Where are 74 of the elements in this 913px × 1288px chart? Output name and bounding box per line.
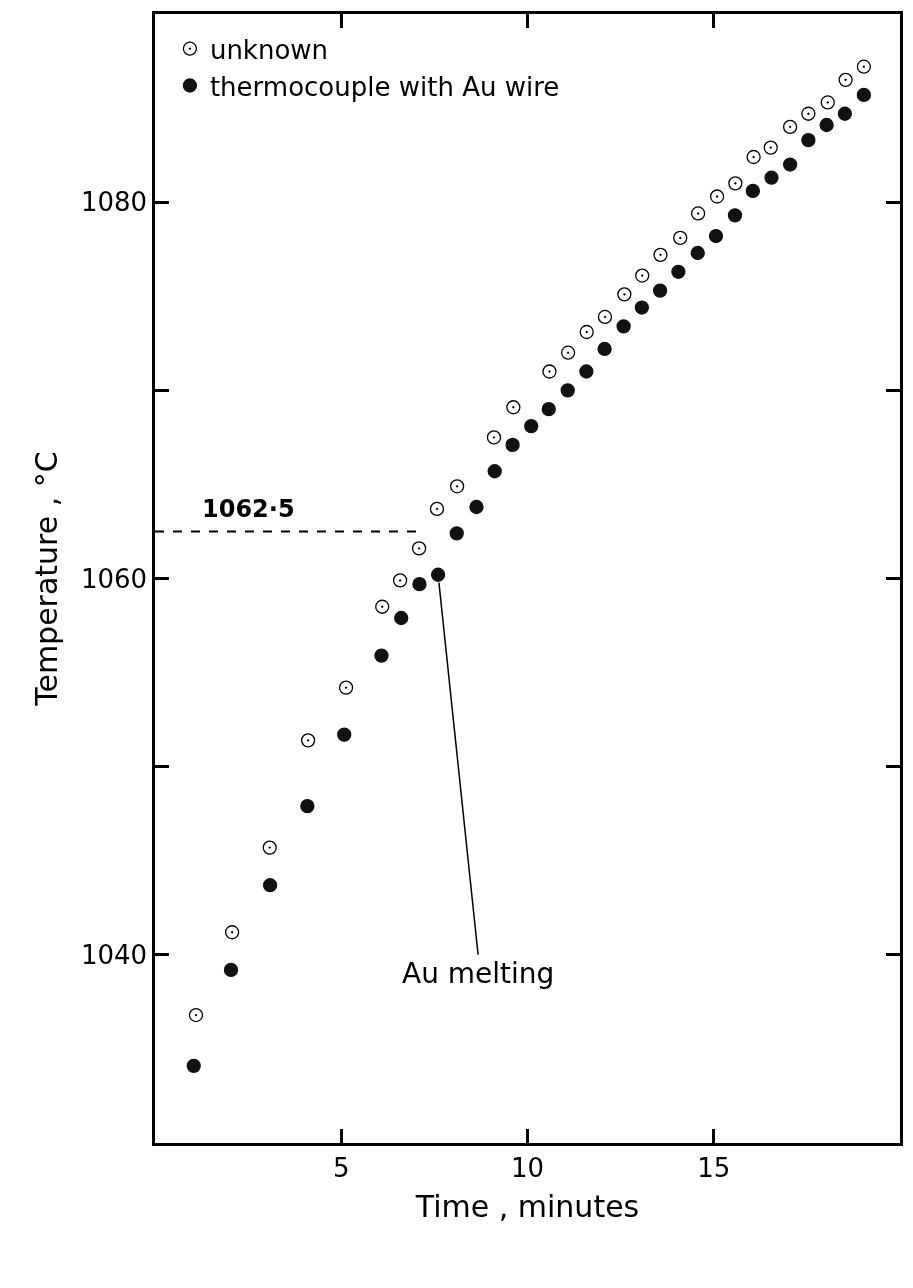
point [597, 309, 613, 325]
point [597, 341, 612, 357]
point [505, 437, 520, 453]
point [300, 733, 316, 748]
point [560, 383, 575, 398]
x-tick-label: 5 [332, 1152, 350, 1183]
point [837, 106, 853, 121]
legend-label: unknown [209, 34, 329, 65]
point [652, 283, 668, 298]
y-axis-title: Temperature , °C [28, 451, 64, 707]
point [486, 430, 502, 445]
point [487, 464, 502, 479]
point [542, 364, 557, 379]
legend-label: thermocouple with Au wire [209, 71, 560, 102]
point [819, 117, 834, 133]
point [708, 228, 724, 244]
point [801, 106, 816, 121]
point [392, 573, 408, 588]
point [188, 1007, 204, 1023]
point [673, 230, 688, 246]
point [690, 245, 705, 261]
annotation: Au melting [402, 957, 555, 990]
point [690, 206, 706, 221]
point [375, 599, 390, 614]
point [728, 176, 743, 191]
y-tick-label: 1040 [80, 939, 148, 970]
point [579, 324, 594, 340]
point [763, 140, 778, 155]
point [449, 479, 465, 494]
point [412, 577, 427, 592]
x-axis-title: Time , minutes [414, 1189, 640, 1225]
point [727, 208, 743, 223]
y-tick-label: 1060 [80, 563, 148, 594]
point [560, 345, 576, 360]
y-tick-label: 1080 [80, 187, 148, 218]
point [411, 541, 427, 556]
point [838, 72, 853, 87]
point [430, 567, 446, 582]
x-tick-label: 10 [510, 1152, 545, 1183]
point [782, 157, 798, 172]
point [469, 499, 484, 515]
point [449, 526, 464, 541]
point [223, 962, 239, 978]
point [262, 840, 277, 855]
point [429, 501, 445, 517]
point [820, 95, 835, 110]
point [671, 264, 686, 279]
point [300, 799, 315, 814]
ref-line-label: 1062·5 [202, 495, 295, 523]
point [709, 189, 725, 204]
point [745, 183, 761, 199]
point [524, 418, 539, 434]
point [782, 119, 798, 135]
point [224, 925, 240, 940]
point [653, 247, 668, 262]
point [338, 680, 354, 695]
point [506, 400, 521, 415]
point [541, 402, 556, 417]
point [186, 1058, 201, 1073]
point [616, 319, 631, 334]
point [337, 727, 352, 742]
point [394, 610, 409, 626]
point [262, 878, 278, 893]
point [746, 149, 761, 165]
point [801, 132, 816, 148]
point [856, 59, 872, 74]
point [856, 87, 872, 103]
x-tick-label: 15 [697, 1152, 731, 1183]
point [634, 300, 650, 315]
point [617, 287, 632, 302]
point [579, 364, 594, 379]
point [374, 648, 389, 663]
point [635, 268, 650, 283]
point [764, 170, 779, 185]
